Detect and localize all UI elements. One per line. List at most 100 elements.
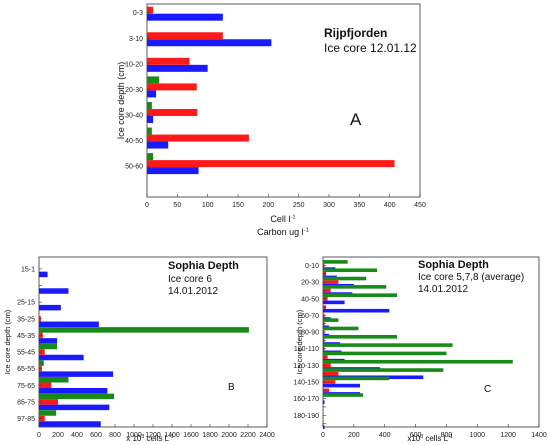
panel-a-xtick-label: 300 [323,202,335,209]
panel-a-title: Rijpfjorden [324,26,387,40]
panel-c-xtick-label: 1400 [531,432,547,439]
panel-b-ytick-label: 85-75 [17,399,35,406]
panel-b-xtick-label: 1600 [183,432,199,439]
panel-b-bar [39,338,58,344]
panel-a-xlabel-2-part: Carbon ug l [257,227,304,237]
panel-b-xtick-label: 1200 [145,432,161,439]
panel-c-bar [323,285,387,289]
panel-b-bar [39,343,58,350]
panel-a-label: A [350,110,362,129]
panel-c-bar [323,425,325,429]
panel-b-ytick-label: 75-65 [17,383,35,390]
panel-c-bar [323,268,377,273]
panel-a-frame [146,3,421,198]
panel-c-xtick-label: 600 [410,432,422,439]
panel-b-xtick-label: 600 [90,432,102,439]
panel-a-xtick-label: 450 [414,202,426,209]
panel-b-xtick-label: 1400 [164,432,180,439]
panel-a-ytick-label: 10-20 [125,61,143,68]
panel-c-ytick-label: 100-110 [294,346,319,353]
panel-c-bar [323,388,330,393]
panel-c-ytick-label: 160-170 [293,396,319,403]
panel-b-bar [39,404,110,411]
panel-c-bar [323,293,398,297]
panel-c-bar [323,334,398,339]
panel-c-bar [323,308,390,313]
panel-c-xtick-label: 800 [441,432,453,439]
panel-b-bar [39,388,108,394]
panel-c-subtitle-1: Ice core 5,7,8 (average) [418,272,524,283]
panel-c-xtick-label: 0 [321,432,325,439]
panel-a-xtick-label: 0 [145,202,149,209]
panel-a-xlabel-1-part: Cell l [270,214,290,224]
panel-b-ytick-label: 35-25 [17,316,35,323]
panel-b-xlabel-part: x 10 [126,434,142,443]
panel-c-xtick-label: 200 [348,432,360,439]
panel-a-xtick-label: 350 [353,202,365,209]
panel-b-ytick-label: 97-85 [17,416,35,423]
panel-c-label: C [484,384,491,395]
panel-b-bar [39,421,101,427]
panel-a-bar [147,101,152,109]
panel-c-xtick-label: 1000 [469,432,485,439]
panel-a-bar [147,153,154,161]
panel-a-bar [147,64,208,72]
panel-b-subtitle-2: 14.01.2012 [168,286,218,297]
panel-c-bar [323,300,345,305]
panel-c-xlabel-part: 3 [420,434,423,440]
panel-a-bar [147,57,190,65]
panel-b-xtick-label: 400 [71,432,83,439]
panel-b-bar [39,360,44,366]
panel-b-ytick-label: 45-35 [17,333,35,340]
panel-b-xtick-label: 2400 [259,432,275,439]
panel-c-bar [323,351,447,356]
panel-b-bar [39,399,58,405]
panel-c-xlabel: x103 cells L-1 [407,434,452,443]
panel-b-bar [39,327,249,333]
panel-b-xlabel-part: -1 [169,434,174,440]
panel-b-ytick-label: 25-15 [17,300,35,307]
panel-b-ylabel: Ice core depth (cm) [3,309,12,374]
panel-b-bar [39,354,84,361]
panel-a-ytick-label: 30-40 [125,112,143,119]
panel-c-ytick-label: 40-50 [301,296,319,303]
panel-c-ytick-label: 20-30 [301,280,319,287]
panel-b-frame [38,256,268,428]
panel-a-xtick-label: 50 [173,202,181,209]
panel-c-bar [323,326,359,331]
panel-b-xlabel-part: cells L [144,434,169,443]
panel-c-ylabel: Ice core depth (cm) [295,309,304,374]
panel-b-xtick-label: 1800 [202,432,218,439]
panel-c-ytick-label: 140-150 [293,379,319,386]
panel-b-xtick-label: 200 [52,432,64,439]
panel-c-bar [323,318,339,322]
panel-a-xtick-label: 150 [232,202,244,209]
panel-a-bar [147,141,169,149]
panel-a-bar [147,108,198,116]
panel-b-xtick-label: 1000 [126,432,142,439]
panel-c-bar [323,288,331,293]
panel-b-xtick-label: 2200 [240,432,256,439]
panel-c-ytick-label: 80-90 [301,330,319,337]
panel-b-title: Sophia Depth [168,260,239,272]
panel-b-bar [39,382,52,389]
panel-c-bar [323,371,339,376]
panel-a-bar [147,83,197,91]
panel-a-ytick-label: 50-60 [125,164,143,171]
panel-c-ytick-label: 180-190 [293,413,319,420]
panel-a-ytick-label: 3-10 [129,36,143,43]
panel-a-bar [147,39,272,47]
panel-a-bar [147,32,223,40]
panel-c-bar [323,393,364,397]
panel-c-bar [323,343,453,347]
panel-a-bar [147,127,152,135]
panel-c-ytick-label: 120-130 [293,363,319,370]
panel-b-bar [39,304,61,311]
panel-c-xtick-label: 1200 [500,432,516,439]
panel-b-xlabel-part: 3 [141,434,144,440]
panel-b-bar [39,371,114,377]
panel-c-bar [323,359,513,364]
panel-b-xtick-label: 2000 [221,432,237,439]
panel-b-bar [39,288,69,294]
